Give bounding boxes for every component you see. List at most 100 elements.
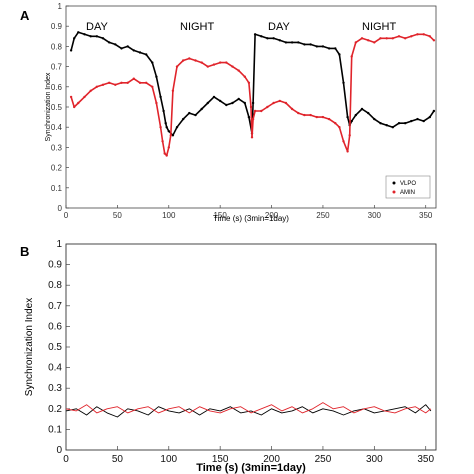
x-tick-label: 0 [64,211,69,220]
legend: VLPO AMIN [385,175,431,199]
data-point [108,81,111,85]
series-2-line [65,402,432,414]
y-tick-label: 0.4 [48,363,62,374]
data-point [165,154,168,157]
vlpo-line [70,31,435,137]
x-tick-label: 150 [212,454,229,465]
data-point [188,57,191,60]
data-point [89,35,92,38]
x-tick-label: 150 [213,211,227,220]
annotation-day-1: DAY [86,21,108,33]
panel-a: A 0 0.1 0.2 0.3 0.4 0.5 0.6 0.7 0.8 0.9 1 0 50 100 15… [20,2,437,223]
data-point [321,115,325,119]
data-point [95,85,99,89]
data-point [346,150,349,153]
panel-b-y-ticks: 0 0.1 0.2 0.3 0.4 0.5 0.6 0.7 0.8 0.9 1 [48,239,70,456]
data-point [354,41,357,44]
x-tick-label: 350 [417,454,434,465]
panel-b: B 0 0.1 0.2 0.3 0.4 0.5 0.6 0.7 0.8 0.9 1 0 50 100 15… [20,239,437,474]
y-tick-label: 0 [56,445,62,456]
data-point [77,101,80,105]
data-point [367,39,370,42]
data-point [309,113,312,117]
legend-amin-label: AMIN [400,190,415,196]
x-tick-label: 50 [112,454,124,465]
data-point [126,81,129,85]
data-point [132,77,135,80]
data-point [145,81,148,85]
data-point [151,85,154,89]
data-point [167,130,170,133]
panel-b-y-axis-label: Synchronization Index [24,298,35,396]
data-point [175,65,179,68]
data-point [167,146,170,149]
data-point [334,122,337,125]
data-point [251,117,255,121]
data-point [231,101,234,105]
data-point [354,113,357,117]
data-point [309,43,312,46]
data-point [404,122,407,125]
data-point [327,47,331,50]
data-point [284,101,288,105]
data-point [171,89,175,93]
data-point [155,101,158,105]
data-point [272,37,275,40]
data-point [212,63,216,66]
data-point [266,105,269,109]
data-point [284,41,288,44]
data-point [303,43,306,46]
data-point [73,105,76,109]
panel-b-series [65,402,432,418]
data-point [114,43,117,46]
data-point [69,95,73,99]
data-point [237,97,240,101]
data-point [231,65,234,68]
data-point [350,55,353,58]
data-point [321,45,325,48]
y-tick-label: 0.7 [51,63,63,72]
data-point [145,53,148,56]
x-tick-label: 300 [366,454,383,465]
y-tick-label: 0.8 [48,280,62,291]
data-point [155,75,158,78]
data-point [163,152,166,155]
data-point [250,136,254,139]
data-point [385,37,388,40]
data-point [101,83,105,87]
data-point [175,126,179,129]
data-point [83,33,86,36]
y-tick-label: 0.7 [48,301,62,312]
data-point [297,111,300,115]
data-point [278,39,281,42]
data-point [391,37,394,40]
data-point [162,109,165,113]
data-point [243,75,246,78]
data-point [164,122,167,125]
data-point [373,41,376,44]
data-point [315,115,318,119]
series-1-line [65,404,432,418]
data-point [206,101,209,105]
panel-a-y-ticks: 0 0.1 0.2 0.3 0.4 0.5 0.6 0.7 0.8 0.9 1 [51,2,69,213]
data-point [225,61,228,64]
data-point [379,37,382,40]
x-tick-label: 50 [113,211,122,220]
y-tick-label: 0.1 [48,424,62,435]
data-point [260,109,263,113]
data-point [219,99,222,103]
data-point [89,89,92,93]
y-tick-label: 0.5 [48,342,62,353]
data-point [138,81,142,85]
y-tick-label: 0.3 [51,143,63,152]
data-point [161,140,164,143]
y-tick-label: 0.6 [51,83,63,92]
data-point [237,69,240,72]
y-tick-label: 0.6 [48,321,62,332]
y-tick-label: 0.9 [48,260,62,271]
y-tick-label: 1 [56,239,62,250]
data-point [194,113,197,117]
x-tick-label: 200 [263,454,280,465]
x-tick-label: 200 [265,211,279,220]
data-point [416,33,419,36]
